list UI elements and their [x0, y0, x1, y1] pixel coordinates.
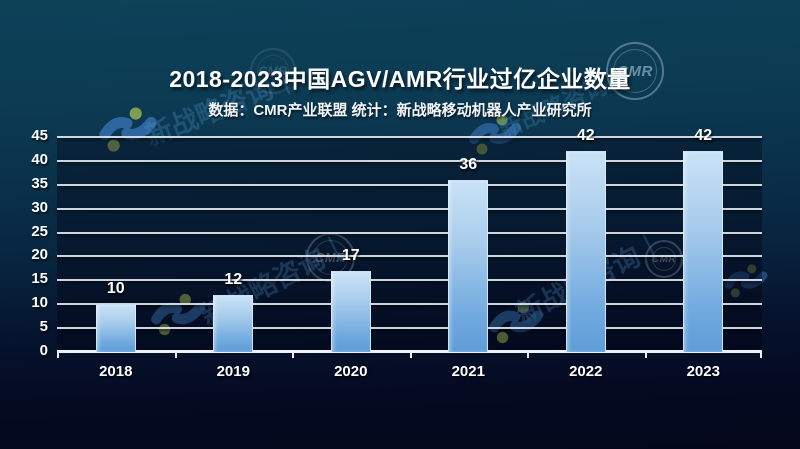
- x-axis-label: 2018: [99, 363, 133, 380]
- bar-2019: [213, 294, 254, 352]
- gridline-15: [57, 279, 762, 282]
- gridline-10: [57, 303, 762, 306]
- y-axis-label: 20: [31, 246, 48, 264]
- x-axis-tick: [409, 352, 412, 358]
- x-axis-line: [57, 350, 762, 353]
- bar-value-label: 10: [106, 280, 125, 298]
- gridline-25: [57, 231, 762, 234]
- y-axis-label: 40: [31, 150, 48, 168]
- gridline-35: [57, 183, 762, 186]
- y-axis-label: 10: [31, 294, 48, 312]
- x-axis-label: 2021: [451, 363, 485, 380]
- bar-value-label: 17: [341, 246, 360, 264]
- bar-2018: [95, 304, 136, 352]
- y-axis-label: 35: [31, 174, 48, 192]
- gridline-45: [57, 136, 762, 138]
- y-axis-label: 30: [31, 198, 48, 216]
- gridline-30: [57, 207, 762, 210]
- bar-2023: [683, 151, 724, 352]
- gridline-20: [57, 255, 762, 258]
- y-axis-label: 25: [31, 222, 48, 240]
- bar-value-label: 36: [459, 156, 478, 173]
- y-axis-label: 15: [31, 270, 48, 288]
- chart-subtitle: 数据：CMR产业联盟 统计：新战略移动机器人产业研究所: [208, 102, 592, 119]
- chart-header: 2018-2023中国AGV/AMR行业过亿企业数量 数据：CMR产业联盟 统计…: [0, 60, 800, 120]
- bar-value-label: 12: [224, 270, 243, 288]
- x-axis-tick: [760, 352, 762, 358]
- y-axis-label: 5: [39, 318, 48, 336]
- chart-title: 2018-2023中国AGV/AMR行业过亿企业数量: [169, 66, 631, 92]
- bar-value-label: 42: [694, 127, 713, 145]
- y-axis-label: 45: [31, 127, 48, 144]
- gridline-5: [57, 327, 762, 330]
- x-axis-tick: [292, 352, 294, 358]
- x-axis-label: 2020: [334, 363, 368, 380]
- x-axis-label: 2022: [569, 363, 603, 380]
- y-axis-label: 0: [39, 342, 48, 359]
- bar-2022: [565, 151, 606, 352]
- bar-value-label: 42: [576, 127, 595, 145]
- plot-area: 10 12 17 36 42 42: [57, 127, 762, 358]
- x-axis-tick: [644, 352, 647, 358]
- gridline-40: [57, 159, 762, 162]
- x-axis-tick: [174, 352, 177, 358]
- bar-2021: [448, 180, 489, 352]
- x-axis-label: 2019: [216, 363, 250, 380]
- x-axis-tick: [57, 352, 59, 358]
- x-axis-tick: [527, 352, 529, 358]
- x-axis-label: 2023: [686, 363, 720, 380]
- bar-2020: [330, 270, 371, 352]
